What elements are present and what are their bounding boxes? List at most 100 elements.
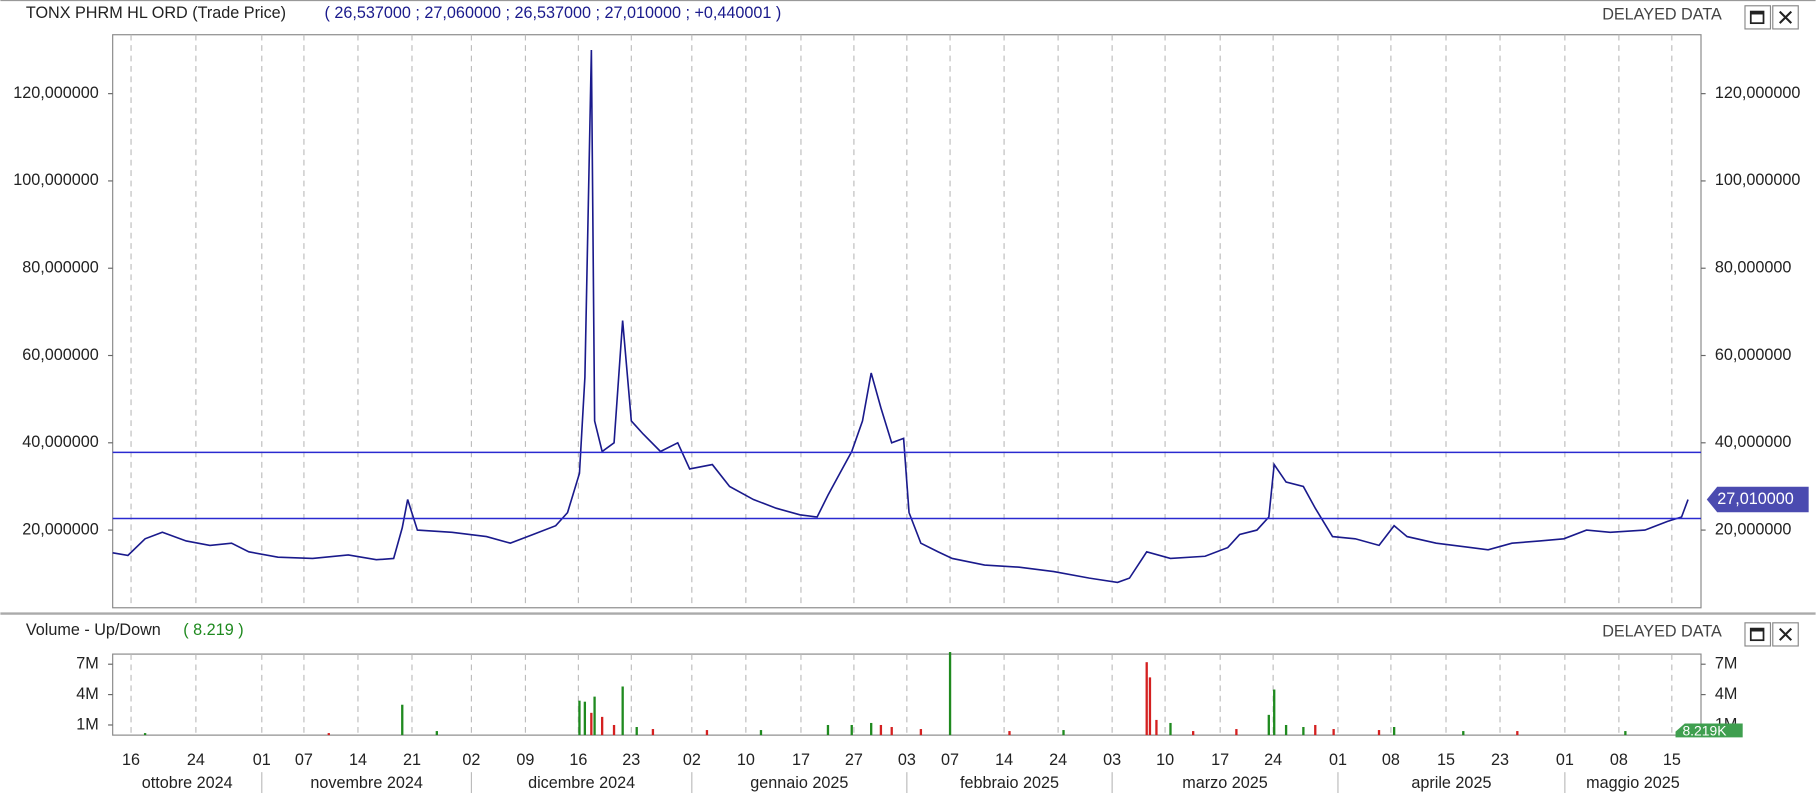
- volume-bar: [1235, 729, 1238, 736]
- volume-bar: [1267, 714, 1270, 736]
- volume-bar: [850, 724, 853, 736]
- status: DELAYED DATA: [1602, 5, 1722, 23]
- status: DELAYED DATA: [1602, 622, 1722, 640]
- y-tick-label: 120,000000: [13, 84, 99, 102]
- price-title: TONX PHRM HL ORD (Trade Price): [26, 4, 286, 22]
- x-tick-label: 10: [737, 751, 755, 769]
- y-tick-label: 40,000000: [1715, 433, 1792, 451]
- volume-bar: [1192, 731, 1195, 736]
- volume-bar: [1284, 724, 1288, 736]
- volume-bar: [826, 724, 830, 736]
- y-tick-label: 100,000000: [13, 171, 99, 189]
- x-tick-label: 15: [1663, 751, 1681, 769]
- y-tick-label: 60,000000: [22, 346, 99, 364]
- volume-bar: [1624, 731, 1627, 736]
- x-tick-label: 24: [1264, 751, 1282, 769]
- volume-bar: [1332, 729, 1335, 736]
- volume-bar: [1314, 724, 1317, 736]
- y-tick-label: 60,000000: [1715, 346, 1792, 364]
- x-tick-label: 10: [1156, 751, 1174, 769]
- y-tick-label: 80,000000: [22, 259, 99, 277]
- volume-bar: [919, 729, 923, 736]
- volume-bar: [705, 730, 709, 736]
- y-tick-label: 7M: [1715, 654, 1738, 672]
- x-tick-label: 09: [516, 751, 534, 769]
- month-label: novembre 2024: [310, 774, 423, 792]
- x-tick-label: 17: [792, 751, 810, 769]
- price-quote: ( 26,537000 ; 27,060000 ; 26,537000 ; 27…: [325, 4, 782, 22]
- volume-bar: [651, 729, 655, 736]
- volume-tag: [1675, 723, 1743, 738]
- y-tick-label: 20,000000: [1715, 520, 1792, 538]
- volume-bar: [870, 722, 873, 736]
- volume-bar: [612, 724, 616, 736]
- month-label: febbraio 2025: [960, 774, 1059, 792]
- close-button[interactable]: [1772, 622, 1799, 647]
- maximize-button[interactable]: [1744, 622, 1772, 647]
- x-tick-label: 07: [941, 751, 959, 769]
- y-tick-label: 80,000000: [1715, 259, 1792, 277]
- volume-last: ( 8.219 ): [183, 621, 243, 639]
- x-tick-label: 01: [1329, 751, 1347, 769]
- x-tick-label: 14: [995, 751, 1013, 769]
- x-tick-label: 02: [462, 751, 480, 769]
- volume-bar: [600, 716, 604, 736]
- volume-title: Volume - Up/Down: [26, 621, 161, 639]
- volume-bar: [879, 724, 883, 736]
- x-tick-label: 17: [1211, 751, 1229, 769]
- volume-bar: [401, 704, 404, 736]
- volume-bar: [1392, 727, 1396, 736]
- month-label: ottobre 2024: [142, 774, 233, 792]
- y-tick-label: 40,000000: [22, 433, 99, 451]
- x-tick-label: 01: [253, 751, 271, 769]
- volume-bar: [1169, 722, 1172, 736]
- volume-bar: [1155, 719, 1158, 736]
- x-tick-label: 24: [1049, 751, 1067, 769]
- volume-bar: [1302, 727, 1305, 736]
- volume-bar: [590, 712, 593, 736]
- volume-bar: [759, 730, 763, 736]
- volume-tag-label: 8.219K: [1682, 722, 1727, 738]
- y-tick-label: 100,000000: [1715, 171, 1801, 189]
- volume-bar: [143, 733, 147, 736]
- maximize-button[interactable]: [1744, 5, 1772, 30]
- x-tick-label: 23: [622, 751, 640, 769]
- y-tick-label: 7M: [76, 654, 99, 672]
- volume-bar: [1462, 731, 1465, 736]
- x-tick-label: 21: [403, 751, 421, 769]
- x-tick-label: 14: [349, 751, 367, 769]
- y-tick-label: 4M: [76, 685, 99, 703]
- x-tick-label: 27: [845, 751, 863, 769]
- volume-bar: [583, 701, 587, 736]
- last-price-label: 27,010000: [1717, 490, 1794, 508]
- x-tick-label: 23: [1491, 751, 1509, 769]
- x-tick-label: 03: [1103, 751, 1121, 769]
- month-label: maggio 2025: [1586, 774, 1680, 792]
- volume-bar: [327, 733, 330, 736]
- x-tick-label: 16: [569, 751, 587, 769]
- x-tick-label: 01: [1556, 751, 1574, 769]
- close-button[interactable]: [1772, 5, 1799, 30]
- price-line: [112, 49, 1689, 584]
- x-tick-label: 07: [295, 751, 313, 769]
- last-price-tag: [1706, 486, 1809, 513]
- x-tick-label: 02: [683, 751, 701, 769]
- volume-bar: [890, 727, 893, 736]
- x-tick-label: 16: [122, 751, 140, 769]
- month-label: dicembre 2024: [528, 774, 635, 792]
- month-label: gennaio 2025: [750, 774, 848, 792]
- volume-bar: [1145, 662, 1148, 736]
- volume-bar: [578, 700, 581, 736]
- x-tick-label: 24: [187, 751, 205, 769]
- y-tick-label: 120,000000: [1715, 84, 1801, 102]
- x-tick-label: 15: [1437, 751, 1455, 769]
- volume-bar: [435, 731, 438, 736]
- volume-bar: [1273, 689, 1276, 736]
- volume-bar: [621, 686, 624, 736]
- volume-bar: [1148, 677, 1152, 736]
- y-tick-label: 4M: [1715, 685, 1738, 703]
- x-tick-label: 08: [1610, 751, 1628, 769]
